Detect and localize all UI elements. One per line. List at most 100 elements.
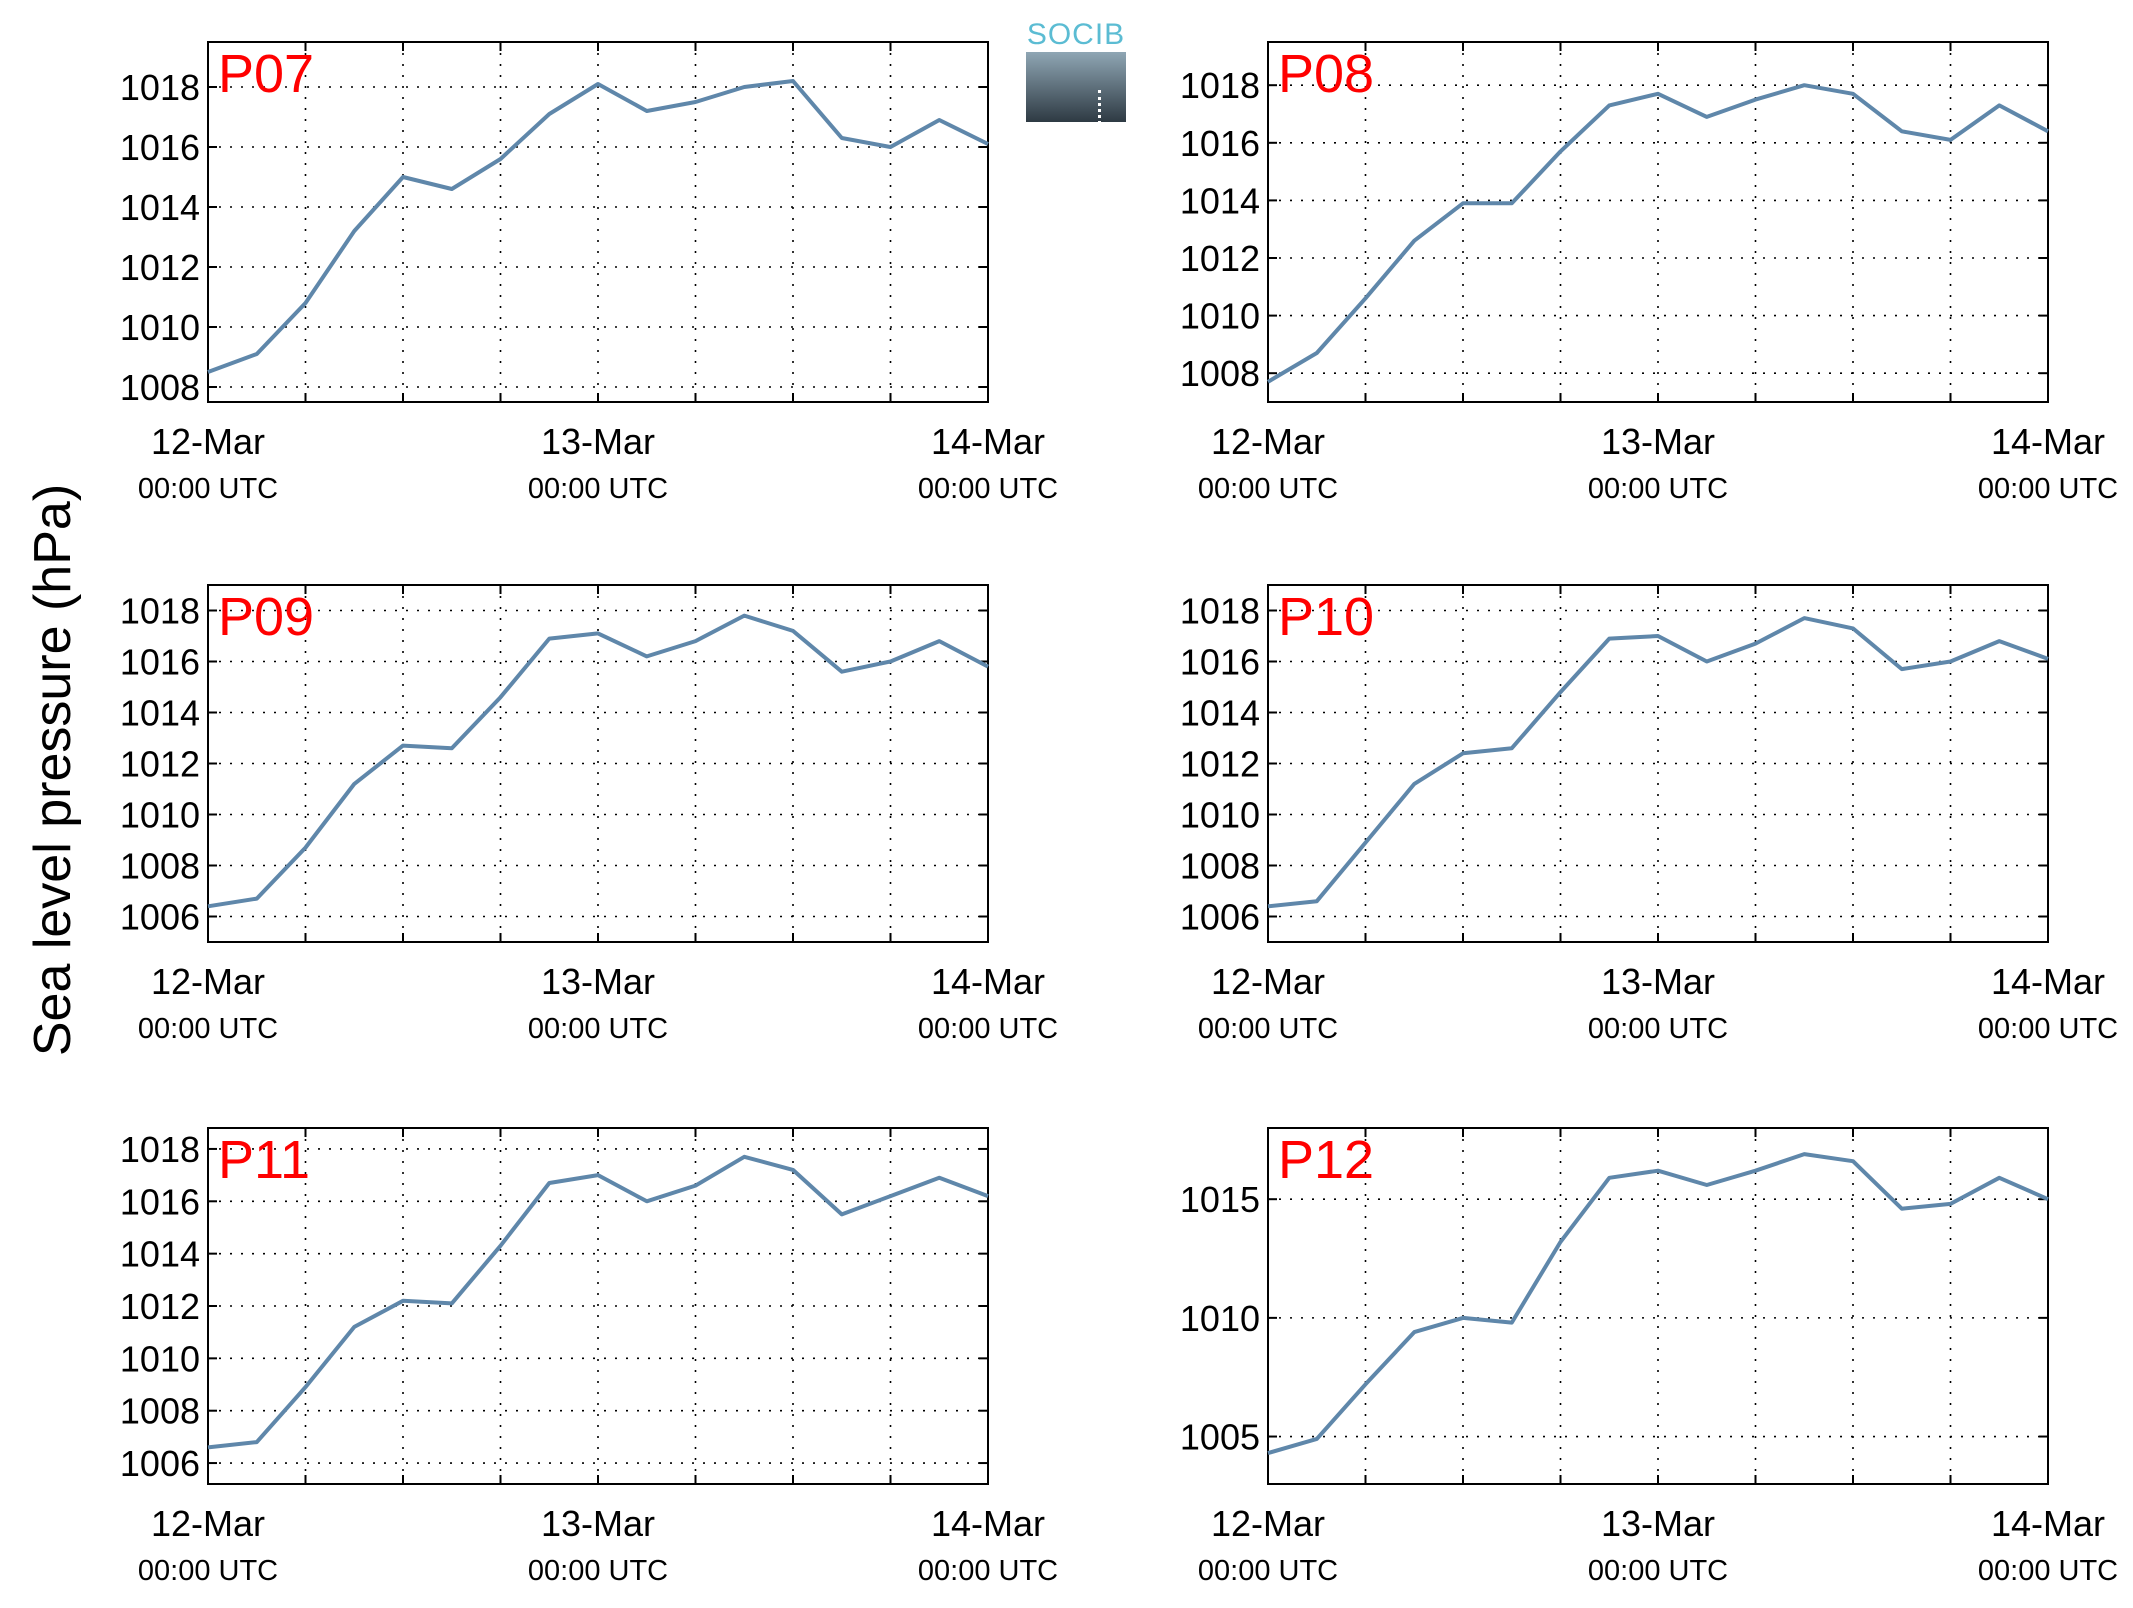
x-tick-label-date: 13-Mar <box>1601 961 1715 1002</box>
x-tick-label-date: 12-Mar <box>151 421 265 462</box>
plot-frame <box>207 41 989 403</box>
pressure-line <box>1266 83 2049 384</box>
y-tick-label: 1018 <box>120 67 200 108</box>
x-tick-label-time: 00:00 UTC <box>1588 1013 1728 1045</box>
socib-logo: SOCIB <box>1026 18 1126 130</box>
x-tick-label-time: 00:00 UTC <box>1588 1555 1728 1587</box>
x-tick-label-date: 12-Mar <box>1211 961 1325 1002</box>
y-tick-label: 1018 <box>1180 591 1260 632</box>
pressure-line <box>207 79 989 374</box>
plot-frame <box>207 584 989 943</box>
y-tick-label: 1016 <box>120 1181 200 1222</box>
y-tick-label: 1012 <box>1180 744 1260 785</box>
x-tick-label-date: 14-Mar <box>1991 1503 2105 1544</box>
y-tick-label: 1010 <box>120 307 200 348</box>
y-tick-label: 1005 <box>1180 1417 1260 1458</box>
x-tick-label-time: 00:00 UTC <box>918 1013 1058 1045</box>
y-tick-label: 1008 <box>120 367 200 408</box>
y-tick-label: 1006 <box>1180 897 1260 938</box>
y-tick-label: 1018 <box>1180 65 1260 106</box>
y-tick-label: 1010 <box>1180 296 1260 337</box>
x-tick-label-date: 12-Mar <box>1211 1503 1325 1544</box>
y-tick-label: 1018 <box>120 591 200 632</box>
panel-p11: 1006 1008 1010 1012 1014 1016 1018 12-Mar 00:00 … <box>120 1127 1058 1587</box>
x-tick-label-date: 13-Mar <box>541 421 655 462</box>
x-tick-label-time: 00:00 UTC <box>138 1555 278 1587</box>
x-tick-label-time: 00:00 UTC <box>528 1555 668 1587</box>
panel-p10: 1006 1008 1010 1012 1014 1016 1018 12-Mar 00:00 … <box>1180 584 2118 1045</box>
y-tick-label: 1014 <box>1180 180 1260 221</box>
logo-dotted-line <box>1098 90 1104 130</box>
y-tick-label: 1014 <box>120 693 200 734</box>
panel-title: P10 <box>1278 587 1374 647</box>
y-tick-label: 1012 <box>120 1286 200 1327</box>
pressure-line <box>207 613 989 909</box>
x-tick-label-time: 00:00 UTC <box>1588 473 1728 505</box>
y-tick-label: 1010 <box>120 795 200 836</box>
x-tick-label-time: 00:00 UTC <box>918 1555 1058 1587</box>
x-tick-label-time: 00:00 UTC <box>138 1013 278 1045</box>
y-tick-label: 1010 <box>120 1338 200 1379</box>
x-tick-label-date: 14-Mar <box>1991 421 2105 462</box>
plot-frame <box>1267 41 2049 403</box>
y-tick-label: 1016 <box>1180 642 1260 683</box>
x-tick-label-date: 14-Mar <box>1991 961 2105 1002</box>
x-tick-label-time: 00:00 UTC <box>1198 1013 1338 1045</box>
x-tick-label-time: 00:00 UTC <box>1198 1555 1338 1587</box>
x-tick-label-time: 00:00 UTC <box>1978 1555 2118 1587</box>
x-tick-label-date: 13-Mar <box>541 961 655 1002</box>
y-axis-label: Sea level pressure (hPa) <box>24 484 82 1056</box>
x-tick-label-time: 00:00 UTC <box>918 473 1058 505</box>
x-tick-label-date: 13-Mar <box>1601 1503 1715 1544</box>
panel-title: P07 <box>218 44 314 104</box>
y-tick-label: 1012 <box>120 744 200 785</box>
x-tick-label-time: 00:00 UTC <box>1198 473 1338 505</box>
panel-p07: 1008 1010 1012 1014 1016 1018 12-Mar 00:00 UTC 1… <box>120 41 1058 505</box>
x-tick-label-date: 13-Mar <box>1601 421 1715 462</box>
y-tick-label: 1016 <box>120 127 200 168</box>
y-tick-label: 1015 <box>1180 1179 1260 1220</box>
y-tick-label: 1010 <box>1180 795 1260 836</box>
panel-title: P12 <box>1278 1130 1374 1190</box>
y-tick-label: 1014 <box>120 1234 200 1275</box>
y-tick-label: 1012 <box>1180 238 1260 279</box>
x-tick-label-time: 00:00 UTC <box>138 473 278 505</box>
y-tick-label: 1006 <box>120 897 200 938</box>
y-tick-label: 1012 <box>120 247 200 288</box>
x-tick-label-date: 12-Mar <box>151 961 265 1002</box>
panel-p09: 1006 1008 1010 1012 1014 1016 1018 12-Mar 00:00 … <box>120 584 1058 1045</box>
plot-frame <box>1267 584 2049 943</box>
x-tick-label-time: 00:00 UTC <box>1978 473 2118 505</box>
y-tick-label: 1014 <box>1180 693 1260 734</box>
x-tick-label-time: 00:00 UTC <box>528 473 668 505</box>
x-tick-label-time: 00:00 UTC <box>1978 1013 2118 1045</box>
x-tick-label-date: 14-Mar <box>931 961 1045 1002</box>
x-tick-label-date: 14-Mar <box>931 421 1045 462</box>
y-tick-label: 1018 <box>120 1129 200 1170</box>
x-tick-label-date: 14-Mar <box>931 1503 1045 1544</box>
x-tick-label-time: 00:00 UTC <box>528 1013 668 1045</box>
pressure-line <box>1267 1152 2049 1456</box>
panel-title: P09 <box>218 587 314 647</box>
y-tick-label: 1016 <box>1180 123 1260 164</box>
y-tick-label: 1008 <box>1180 353 1260 394</box>
y-tick-label: 1008 <box>120 1391 200 1432</box>
x-tick-label-date: 13-Mar <box>541 1503 655 1544</box>
y-tick-label: 1008 <box>1180 846 1260 887</box>
panel-p12: 1005 1010 1015 12-Mar 00:00 UTC 13-Mar 00:00 U… <box>1180 1127 2118 1587</box>
panel-title: P11 <box>218 1130 310 1190</box>
y-tick-label: 1016 <box>120 642 200 683</box>
panel-p08: 1008 1010 1012 1014 1016 1018 12-Mar 00:00 UTC 1… <box>1180 41 2118 505</box>
pressure-line <box>207 1154 989 1450</box>
logo-graphic <box>1026 52 1126 130</box>
x-tick-label-date: 12-Mar <box>1211 421 1325 462</box>
y-tick-label: 1008 <box>120 846 200 887</box>
pressure-line <box>1267 616 2049 909</box>
panel-title: P08 <box>1278 44 1374 104</box>
x-tick-label-date: 12-Mar <box>151 1503 265 1544</box>
y-tick-label: 1006 <box>120 1443 200 1484</box>
logo-text: SOCIB <box>1026 18 1126 51</box>
y-tick-label: 1014 <box>120 187 200 228</box>
